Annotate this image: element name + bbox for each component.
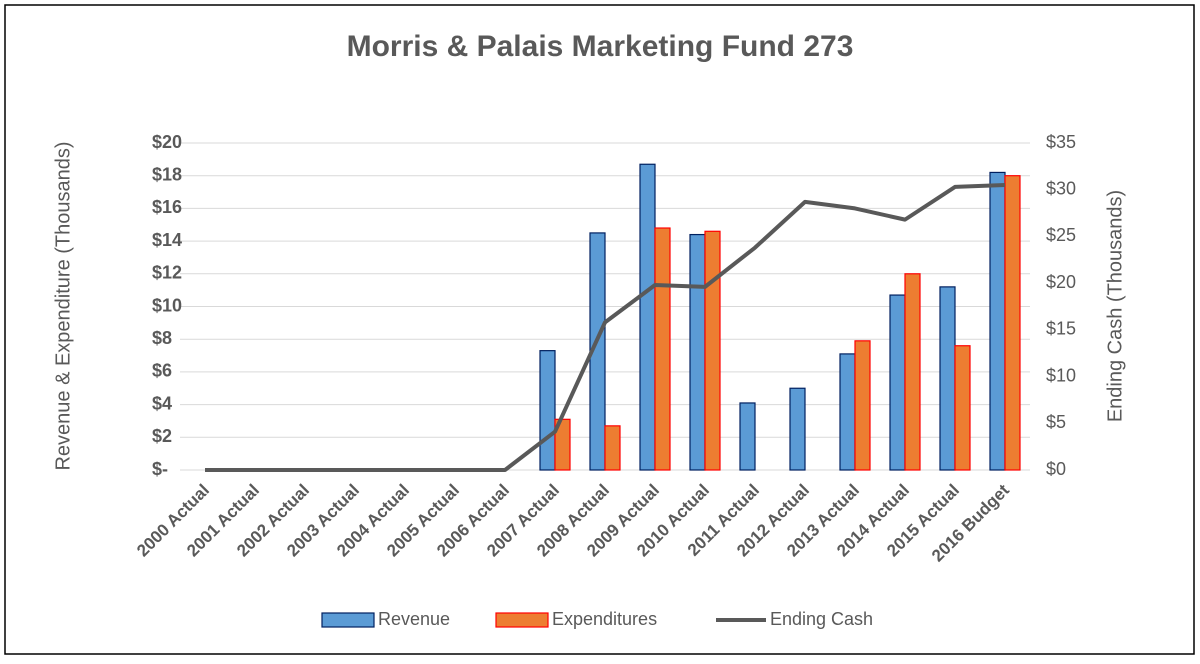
bar bbox=[939, 286, 956, 471]
y2-axis-title: Ending Cash (Thousands) bbox=[1104, 190, 1126, 422]
bar bbox=[604, 425, 621, 471]
legend-swatch bbox=[495, 612, 549, 628]
bar bbox=[539, 350, 556, 471]
y-tick-label: $10 bbox=[152, 295, 182, 315]
y-tick-label: $14 bbox=[152, 230, 182, 250]
y-tick-label: $20 bbox=[152, 132, 182, 152]
y-tick-label: $2 bbox=[152, 426, 172, 446]
bar bbox=[1004, 175, 1021, 471]
bar bbox=[889, 294, 906, 471]
y2-tick-label: $25 bbox=[1046, 225, 1076, 245]
bar bbox=[704, 230, 721, 471]
y-tick-label: $4 bbox=[152, 393, 172, 413]
bar bbox=[654, 227, 671, 471]
y-tick-label: $- bbox=[152, 459, 168, 479]
y-tick-label: $8 bbox=[152, 328, 172, 348]
y-tick-label: $6 bbox=[152, 361, 172, 381]
y-tick-label: $18 bbox=[152, 164, 182, 184]
legend-label: Expenditures bbox=[552, 609, 657, 629]
y-tick-label: $16 bbox=[152, 197, 182, 217]
bar bbox=[989, 171, 1006, 471]
bar bbox=[854, 340, 871, 471]
bar bbox=[639, 163, 656, 471]
y2-tick-label: $5 bbox=[1046, 412, 1066, 432]
y2-tick-label: $35 bbox=[1046, 132, 1076, 152]
legend-swatch bbox=[321, 612, 375, 628]
line bbox=[205, 183, 1006, 472]
y2-tick-label: $15 bbox=[1046, 319, 1076, 339]
y-axis-title: Revenue & Expenditure (Thousands) bbox=[52, 141, 74, 470]
y-tick-label: $12 bbox=[152, 263, 182, 283]
bar bbox=[739, 402, 756, 471]
bar bbox=[689, 233, 706, 471]
y2-tick-label: $30 bbox=[1046, 178, 1076, 198]
y2-tick-label: $20 bbox=[1046, 272, 1076, 292]
legend-label: Ending Cash bbox=[770, 609, 873, 629]
y2-tick-label: $10 bbox=[1046, 365, 1076, 385]
legend-label: Revenue bbox=[378, 609, 450, 629]
bar bbox=[839, 353, 856, 471]
bar bbox=[789, 387, 806, 471]
bar bbox=[904, 273, 921, 471]
bar bbox=[954, 345, 971, 471]
y2-tick-label: $0 bbox=[1046, 459, 1066, 479]
chart-title: Morris & Palais Marketing Fund 273 bbox=[347, 30, 854, 63]
